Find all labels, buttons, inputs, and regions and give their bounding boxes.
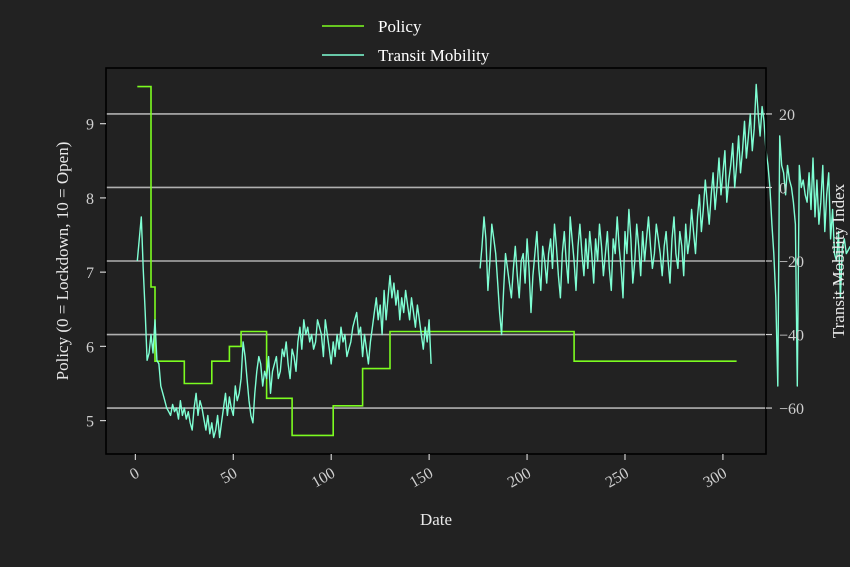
series-line-policy (137, 85, 737, 437)
legend-label-policy: Policy (378, 17, 422, 36)
y-left-tick-label: 5 (86, 414, 94, 431)
series-layer (136, 83, 850, 439)
legend: Policy Transit Mobility (322, 17, 490, 65)
y-left-tick-label: 9 (86, 117, 94, 134)
x-tick-label: 50 (218, 465, 240, 488)
y-right-axis-title: Transit Mobility Index (829, 183, 848, 338)
y-right-tick-label: 0 (779, 180, 787, 197)
legend-label-transit: Transit Mobility (378, 46, 490, 65)
x-axis-title: Date (420, 510, 452, 529)
series-line-transit (479, 83, 850, 387)
y-left-axis-title: Policy (0 = Lockdown, 10 = Open) (53, 142, 72, 381)
y-left-axis-ticks: 5 6 7 8 9 (86, 117, 106, 431)
y-left-tick-label: 7 (86, 265, 94, 282)
y-right-tick-label: −40 (779, 328, 804, 345)
grid (106, 113, 766, 409)
y-left-tick-label: 6 (86, 339, 94, 356)
y-right-tick-label: −20 (779, 254, 804, 271)
series-line-transit (136, 216, 432, 439)
y-right-tick-label: −60 (779, 401, 804, 418)
y-right-tick-label: 20 (779, 107, 795, 124)
y-left-tick-label: 8 (86, 191, 94, 208)
y-right-axis-ticks: 20 0 −20 −40 −60 (766, 107, 804, 418)
